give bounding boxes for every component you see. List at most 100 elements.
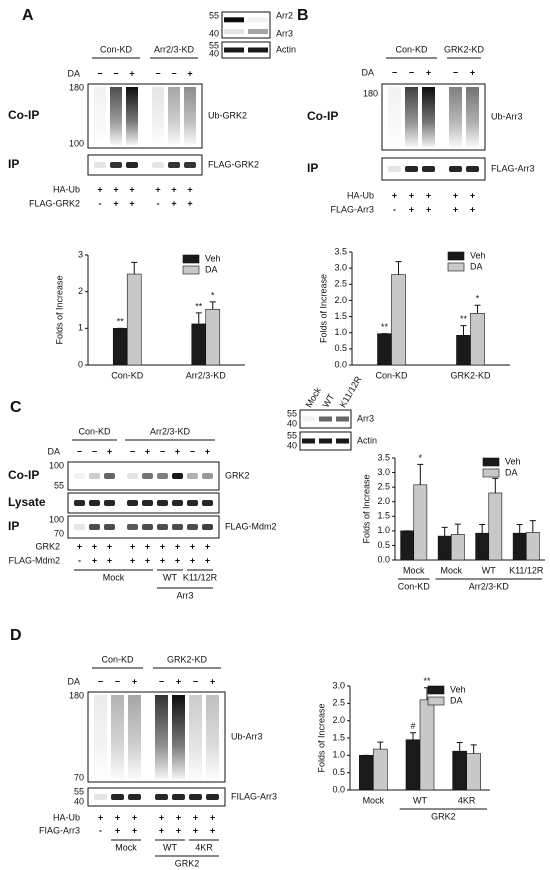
- band: [172, 500, 183, 506]
- row-sign: +: [145, 555, 150, 565]
- mw-marker: 55: [209, 40, 219, 50]
- strip-right-label: FLAG-Arr3: [491, 163, 535, 173]
- y-tick-label: 0.5: [332, 767, 345, 777]
- strip-left-label: IP: [8, 519, 19, 533]
- inset-label: Arr2: [276, 10, 293, 20]
- da-sign: +: [210, 676, 215, 686]
- row-sign: +: [160, 541, 165, 551]
- blot-strip: [87, 83, 203, 149]
- bar: [112, 328, 128, 366]
- group-label: Arr2/3-KD: [150, 426, 191, 436]
- x-tick-label: 4KR: [458, 795, 476, 805]
- legend-swatch: [447, 262, 465, 272]
- significance-mark: **: [423, 676, 431, 686]
- da-sign: −: [453, 67, 458, 77]
- inset-header: K11/12R: [338, 374, 364, 409]
- row-sign: +: [453, 190, 458, 200]
- row-sign: +: [453, 204, 458, 214]
- da-sign: +: [187, 68, 192, 78]
- da-sign: +: [129, 68, 134, 78]
- legend-label: DA: [450, 695, 463, 705]
- band: [127, 524, 138, 530]
- row-sign: +: [175, 555, 180, 565]
- row-sign: +: [113, 184, 118, 194]
- legend-label: Veh: [470, 250, 486, 260]
- band: [172, 794, 185, 800]
- smear: [189, 695, 202, 779]
- panel-letter: B: [297, 7, 309, 24]
- smear: [184, 87, 196, 145]
- y-tick-label: 1.5: [334, 311, 347, 321]
- row-sign: +: [115, 825, 120, 835]
- smear: [466, 87, 479, 147]
- smear: [206, 695, 219, 779]
- band: [89, 524, 100, 530]
- legend-swatch: [482, 468, 500, 478]
- significance-mark: *: [419, 453, 423, 463]
- band: [336, 416, 349, 422]
- y-tick-label: 0.0: [377, 554, 390, 564]
- da-sign: +: [176, 676, 181, 686]
- y-tick-label: 0.0: [332, 784, 345, 794]
- bar: [377, 333, 392, 366]
- row-sign: +: [176, 812, 181, 822]
- band: [152, 162, 164, 168]
- error-bar: [209, 301, 216, 310]
- y-tick-label: 2: [78, 286, 83, 296]
- bottom-label: 4KR: [195, 842, 213, 852]
- mw-marker: 55: [74, 786, 84, 796]
- band: [74, 524, 85, 530]
- group-label: GRK2-KD: [444, 44, 485, 54]
- row-sign: +: [392, 190, 397, 200]
- row-sign: +: [171, 198, 176, 208]
- row-label: HA-Ub: [53, 812, 80, 822]
- significance-mark: #: [410, 721, 415, 731]
- band: [206, 794, 219, 800]
- row-sign: +: [175, 541, 180, 551]
- row-sign: +: [187, 184, 192, 194]
- inset-strip: [221, 11, 271, 39]
- y-tick-label: 2.0: [332, 715, 345, 725]
- da-label: DA: [361, 67, 374, 77]
- band: [189, 794, 202, 800]
- band: [127, 500, 138, 506]
- group-label: Arr2/3-KD: [154, 44, 195, 54]
- row-sign: +: [171, 184, 176, 194]
- row-sign: -: [99, 198, 102, 208]
- y-tick-label: 2.0: [334, 295, 347, 305]
- band: [172, 524, 183, 530]
- legend-swatch: [427, 685, 445, 695]
- mw-marker: 100: [49, 460, 64, 470]
- y-tick-label: 0.5: [334, 343, 347, 353]
- x-tick-label: WT: [482, 565, 496, 575]
- smear: [168, 87, 180, 145]
- smear: [388, 87, 401, 147]
- bar: [475, 532, 490, 561]
- y-tick-label: 1.0: [332, 750, 345, 760]
- error-bar: [131, 261, 138, 275]
- row-sign: +: [97, 184, 102, 194]
- row-sign: +: [107, 555, 112, 565]
- mw-marker: 40: [287, 418, 297, 428]
- mw-marker: 55: [209, 10, 219, 20]
- strip-left-label: IP: [307, 161, 318, 175]
- row-sign: +: [107, 541, 112, 551]
- mw-marker: 40: [287, 440, 297, 450]
- error-bar: [492, 477, 499, 493]
- bar: [126, 273, 142, 366]
- y-tick-label: 0.0: [334, 359, 347, 369]
- y-tick-label: 3.0: [377, 467, 390, 477]
- da-sign: −: [92, 446, 97, 456]
- y-tick-label: 2.5: [334, 279, 347, 289]
- row-sign: +: [193, 812, 198, 822]
- strip-right-label: FLAG-Mdm2: [225, 521, 277, 531]
- band: [302, 416, 315, 422]
- y-tick-label: 3.5: [377, 452, 390, 462]
- legend-label: Veh: [450, 684, 466, 694]
- y-tick-label: 1: [78, 323, 83, 333]
- row-sign: +: [470, 204, 475, 214]
- row-label: HA-Ub: [53, 184, 80, 194]
- band: [142, 524, 153, 530]
- mw-marker: 55: [287, 430, 297, 440]
- band: [224, 29, 244, 34]
